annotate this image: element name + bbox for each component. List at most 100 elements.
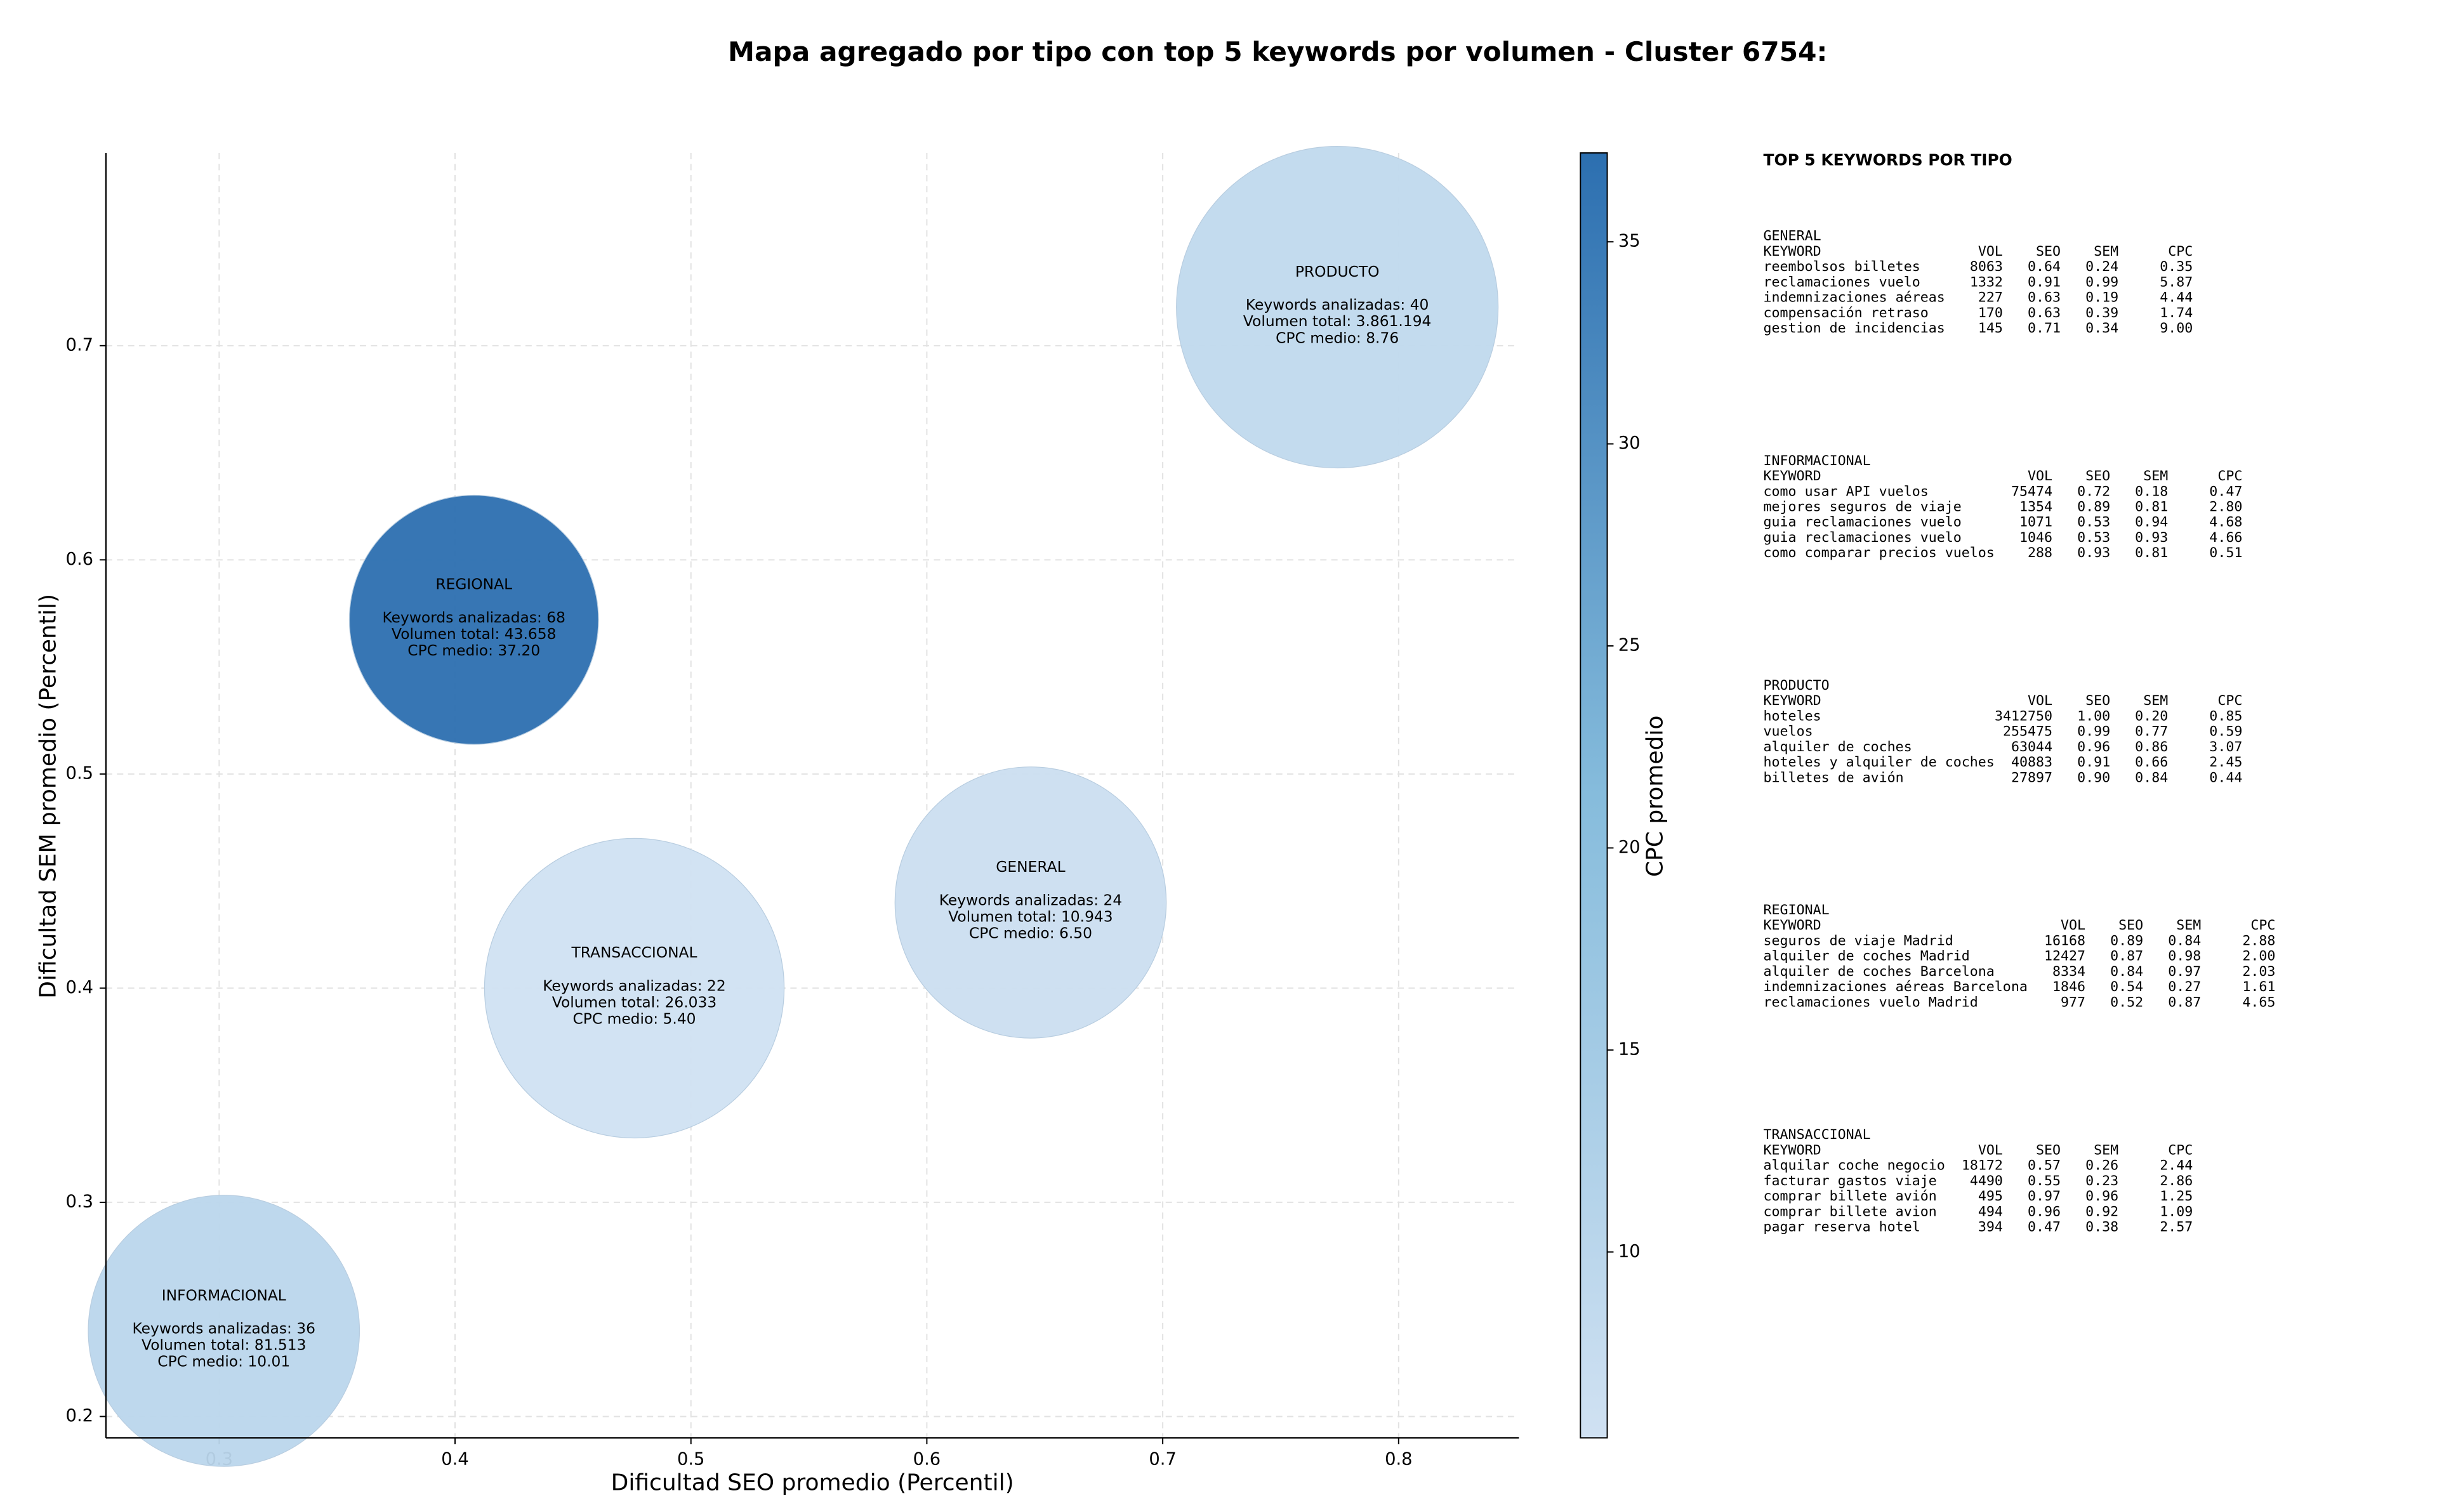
table-cell: 0.53 bbox=[2077, 515, 2110, 530]
table-cell: indemnizaciones aéreas Barcelona bbox=[1764, 979, 2028, 995]
panel-title: TOP 5 KEYWORDS POR TIPO bbox=[1764, 150, 2012, 169]
table-cell: 288 bbox=[2028, 545, 2052, 561]
x-tick-label: 0.5 bbox=[677, 1449, 704, 1469]
table-cell: guia reclamaciones vuelo bbox=[1764, 530, 1962, 546]
group-name: INFORMACIONAL bbox=[1764, 453, 1871, 469]
colorbar-label: CPC promedio bbox=[1642, 716, 1668, 878]
table-cell: 4.68 bbox=[2209, 515, 2242, 530]
y-tick-label: 0.7 bbox=[66, 335, 93, 355]
bubble-label: Keywords analizadas: 40 bbox=[1246, 296, 1429, 313]
table-header: KEYWORD bbox=[1764, 1142, 1821, 1158]
table-cell: compensación retraso bbox=[1764, 305, 1929, 321]
x-tick-label: 0.6 bbox=[913, 1449, 941, 1469]
table-cell: 0.54 bbox=[2110, 979, 2143, 995]
table-cell: alquilar coche negocio bbox=[1764, 1158, 1945, 1174]
table-header: SEO bbox=[2085, 693, 2110, 709]
table-cell: 0.53 bbox=[2077, 530, 2110, 546]
table-cell: 1.09 bbox=[2160, 1204, 2193, 1219]
table-cell: 0.96 bbox=[2028, 1204, 2061, 1219]
table-cell: 0.64 bbox=[2028, 259, 2061, 275]
table-header: CPC bbox=[2217, 468, 2242, 484]
table-cell: 8063 bbox=[1970, 259, 2003, 275]
table-cell: 27897 bbox=[2011, 770, 2052, 786]
table-cell: 1.74 bbox=[2160, 305, 2193, 321]
table-cell: 394 bbox=[1978, 1219, 2003, 1235]
y-tick-label: 0.4 bbox=[66, 978, 93, 997]
table-cell: 4.65 bbox=[2242, 994, 2275, 1010]
table-cell: pagar reserva hotel bbox=[1764, 1219, 1920, 1235]
table-cell: 0.35 bbox=[2160, 259, 2193, 275]
table-header: SEO bbox=[2036, 1142, 2061, 1158]
table-cell: 2.88 bbox=[2242, 933, 2275, 949]
table-cell: 0.85 bbox=[2209, 708, 2242, 724]
table-header: CPC bbox=[2217, 693, 2242, 709]
colorbar-tick-label: 35 bbox=[1618, 232, 1641, 251]
group-name: REGIONAL bbox=[1764, 902, 1830, 918]
bubble-label: Keywords analizadas: 68 bbox=[383, 608, 565, 626]
table-cell: billetes de avión bbox=[1764, 770, 1904, 786]
bubble-label: CPC medio: 5.40 bbox=[572, 1010, 696, 1028]
y-tick-label: 0.5 bbox=[66, 763, 93, 783]
table-cell: 2.86 bbox=[2160, 1173, 2193, 1189]
table-cell: 0.72 bbox=[2077, 483, 2110, 499]
group-name: GENERAL bbox=[1764, 228, 1821, 244]
table-cell: 0.84 bbox=[2110, 964, 2143, 980]
table-cell: 2.45 bbox=[2209, 754, 2242, 770]
table-cell: 0.77 bbox=[2135, 724, 2168, 740]
table-cell: 0.81 bbox=[2135, 545, 2168, 561]
x-tick-label: 0.4 bbox=[441, 1449, 468, 1469]
bubble-label: CPC medio: 10.01 bbox=[157, 1353, 290, 1371]
table-cell: 1071 bbox=[2019, 515, 2052, 530]
table-cell: 0.23 bbox=[2085, 1173, 2118, 1189]
table-cell: 8334 bbox=[2052, 964, 2085, 980]
table-cell: 2.00 bbox=[2242, 949, 2275, 964]
table-cell: 977 bbox=[2061, 994, 2085, 1010]
table-cell: 0.86 bbox=[2135, 739, 2168, 755]
table-cell: hoteles bbox=[1764, 708, 1821, 724]
table-cell: 3.07 bbox=[2209, 739, 2242, 755]
table-cell: 1354 bbox=[2019, 499, 2052, 515]
table-cell: 1.61 bbox=[2242, 979, 2275, 995]
colorbar-tick-label: 10 bbox=[1618, 1242, 1641, 1261]
table-cell: comprar billete avion bbox=[1764, 1204, 1937, 1219]
table-cell: 2.44 bbox=[2160, 1158, 2193, 1174]
table-cell: reclamaciones vuelo bbox=[1764, 274, 1920, 290]
table-header: SEO bbox=[2085, 468, 2110, 484]
table-header: KEYWORD bbox=[1764, 468, 1821, 484]
table-cell: facturar gastos viaje bbox=[1764, 1173, 1937, 1189]
table-cell: 12427 bbox=[2044, 949, 2085, 964]
colorbar-tick-label: 30 bbox=[1618, 433, 1641, 453]
y-tick-label: 0.2 bbox=[66, 1406, 93, 1426]
table-cell: 0.27 bbox=[2168, 979, 2201, 995]
table-cell: 0.20 bbox=[2135, 708, 2168, 724]
table-cell: indemnizaciones aéreas bbox=[1764, 290, 1945, 306]
table-cell: 227 bbox=[1978, 290, 2003, 306]
table-cell: 0.66 bbox=[2135, 754, 2168, 770]
y-tick-label: 0.3 bbox=[66, 1192, 93, 1211]
table-cell: 0.63 bbox=[2028, 305, 2061, 321]
table-cell: 0.89 bbox=[2077, 499, 2110, 515]
x-tick-label: 0.8 bbox=[1385, 1449, 1412, 1469]
table-header: SEO bbox=[2118, 917, 2143, 933]
y-tick-label: 0.6 bbox=[66, 549, 93, 569]
table-cell: 0.93 bbox=[2077, 545, 2110, 561]
table-cell: 1846 bbox=[2052, 979, 2085, 995]
table-cell: 0.47 bbox=[2209, 483, 2242, 499]
table-cell: 1332 bbox=[1970, 274, 2003, 290]
table-cell: hoteles y alquiler de coches bbox=[1764, 754, 1995, 770]
x-tick-label: 0.7 bbox=[1149, 1449, 1176, 1469]
table-cell: 145 bbox=[1978, 320, 2003, 336]
table-cell: 255475 bbox=[2003, 724, 2052, 740]
table-cell: 0.99 bbox=[2077, 724, 2110, 740]
table-header: VOL bbox=[1978, 244, 2003, 260]
bubble bbox=[348, 494, 599, 745]
table-header: SEM bbox=[2094, 244, 2118, 260]
table-cell: como usar API vuelos bbox=[1764, 483, 1929, 499]
colorbar-tick-label: 15 bbox=[1618, 1039, 1641, 1059]
table-cell: seguros de viaje Madrid bbox=[1764, 933, 1953, 949]
table-header: SEM bbox=[2094, 1142, 2118, 1158]
bubble-label: Volumen total: 3.861.194 bbox=[1243, 312, 1432, 330]
colorbar-tick-label: 25 bbox=[1618, 635, 1641, 655]
table-header: SEM bbox=[2176, 917, 2201, 933]
table-header: CPC bbox=[2168, 244, 2193, 260]
